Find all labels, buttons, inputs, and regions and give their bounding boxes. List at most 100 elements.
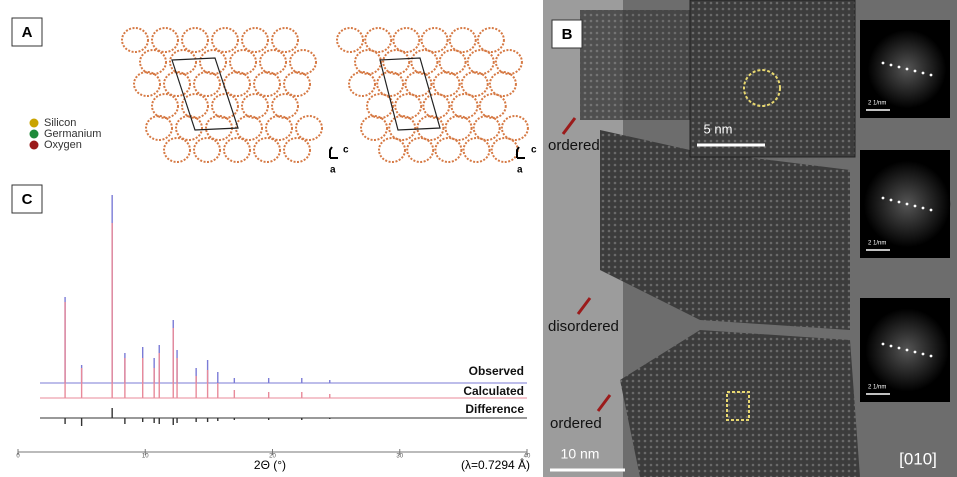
fft-spot (914, 205, 917, 208)
ring (194, 138, 220, 162)
fft-spot (914, 351, 917, 354)
ring (389, 116, 415, 140)
ring (452, 94, 478, 118)
fft-spot (890, 199, 893, 202)
axis-glyph (517, 147, 525, 158)
ring (435, 138, 461, 162)
fft-spot (882, 197, 885, 200)
fft-spot (898, 347, 901, 350)
fft-spot (930, 74, 933, 77)
legend-marker (30, 130, 39, 139)
scale-label: 10 nm (561, 446, 600, 462)
ring (200, 50, 226, 74)
annotation: disordered (548, 318, 619, 335)
ring (361, 116, 387, 140)
fft-scale-label: 2 1/nm (868, 241, 886, 247)
ring (266, 116, 292, 140)
crystal-region (580, 10, 690, 120)
series-label: Difference (465, 402, 524, 416)
panel-label: A (22, 24, 33, 41)
fft-spot (922, 72, 925, 75)
ring (496, 50, 522, 74)
ring (134, 72, 160, 96)
ring (170, 50, 196, 74)
ring (474, 116, 500, 140)
ring (236, 116, 262, 140)
ring (462, 72, 488, 96)
fft-spot (882, 62, 885, 65)
ring (224, 138, 250, 162)
fft-spot (890, 64, 893, 67)
ring (122, 28, 148, 52)
framework (122, 28, 322, 162)
annotation: ordered (550, 415, 602, 432)
ring (230, 50, 256, 74)
ring (152, 28, 178, 52)
ring (377, 72, 403, 96)
ring (284, 138, 310, 162)
ring (492, 138, 518, 162)
ring (349, 72, 375, 96)
fft-spot (922, 207, 925, 210)
fft-spot (898, 201, 901, 204)
ring (212, 28, 238, 52)
fft-spot (930, 355, 933, 358)
axis-label: a (517, 165, 523, 176)
fft-spot (906, 68, 909, 71)
fft-scale-label: 2 1/nm (868, 385, 886, 391)
fft-insets: 2 1/nm 2 1/nm 2 1/nm (860, 20, 950, 402)
ring (393, 28, 419, 52)
fft-spot (890, 345, 893, 348)
axis-label: c (343, 145, 349, 156)
axis-label: a (330, 165, 336, 176)
x-tick-label: 30 (396, 454, 403, 460)
ring (272, 28, 298, 52)
fft-spot (922, 353, 925, 356)
ring (464, 138, 490, 162)
fft-spot (882, 343, 885, 346)
ring (383, 50, 409, 74)
ring (146, 116, 172, 140)
scale-label: 5 nm (704, 121, 733, 136)
ring (152, 94, 178, 118)
ring (140, 50, 166, 74)
ring (480, 94, 506, 118)
ring (224, 72, 250, 96)
fft-spot (906, 203, 909, 206)
x-tick-label: 40 (524, 454, 531, 460)
panel-label: B (562, 26, 573, 43)
figure: A SiliconGermaniumOxygen c a c a 5 nm 10… (0, 0, 957, 477)
x-tick-label: 20 (269, 454, 276, 460)
ring (468, 50, 494, 74)
ring (440, 50, 466, 74)
x-tick-label: 0 (16, 454, 20, 460)
ring (242, 94, 268, 118)
axis-glyph (330, 147, 338, 158)
ring (254, 72, 280, 96)
fft-spot (898, 66, 901, 69)
ring (379, 138, 405, 162)
ring (365, 28, 391, 52)
ring (164, 138, 190, 162)
ring (337, 28, 363, 52)
wavelength: (λ=0.7294 Å) (461, 457, 530, 472)
ring (290, 50, 316, 74)
ring (478, 28, 504, 52)
legend-marker (30, 141, 39, 150)
ring (182, 28, 208, 52)
ring (450, 28, 476, 52)
x-tick-label: 10 (142, 454, 149, 460)
ring (284, 72, 310, 96)
ring (355, 50, 381, 74)
ring (422, 28, 448, 52)
series-label: Calculated (463, 384, 524, 398)
legend-marker (30, 119, 39, 128)
axis-label: c (531, 145, 537, 156)
ring (242, 28, 268, 52)
fft-scale-label: 2 1/nm (868, 101, 886, 107)
fft-spot (930, 209, 933, 212)
ring (182, 94, 208, 118)
fft-spot (914, 70, 917, 73)
